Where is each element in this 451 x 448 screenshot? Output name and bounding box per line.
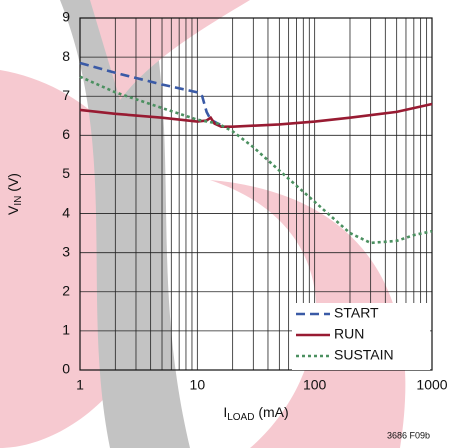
series-line [79, 61, 225, 128]
y-tick-label: 4 [62, 204, 70, 220]
x-tick-label: 10 [190, 377, 206, 393]
x-label-unit: (mA) [254, 404, 288, 420]
y-tick-label: 5 [62, 165, 70, 181]
legend-label: SUSTAIN [334, 347, 394, 363]
y-tick-label: 3 [62, 243, 70, 259]
y-label-sub: IN [13, 196, 24, 206]
series-line [79, 102, 433, 128]
x-tick-label: 100 [303, 377, 327, 393]
y-tick-label: 1 [62, 322, 70, 338]
y-label-main: V [5, 205, 21, 215]
plot-frame [79, 17, 433, 371]
x-label-main: I [223, 404, 227, 420]
y-tick-label: 8 [62, 48, 70, 64]
y-tick-label: 0 [62, 361, 70, 377]
x-label-sub: LOAD [227, 412, 254, 423]
legend-label: RUN [334, 326, 364, 342]
y-axis-label: VIN (V) [5, 173, 24, 215]
y-tick-label: 7 [62, 87, 70, 103]
y-tick-label: 2 [62, 282, 70, 298]
series-line [79, 75, 433, 245]
y-label-unit: (V) [5, 173, 21, 196]
x-axis-label: ILOAD (mA) [223, 404, 288, 423]
y-tick-label: 6 [62, 126, 70, 142]
x-tick-label: 1000 [416, 377, 447, 393]
x-tick-label: 1 [76, 377, 84, 393]
footnote: 3686 F09b [387, 430, 430, 440]
legend-label: START [334, 305, 379, 321]
y-tick-label: 9 [62, 9, 70, 25]
